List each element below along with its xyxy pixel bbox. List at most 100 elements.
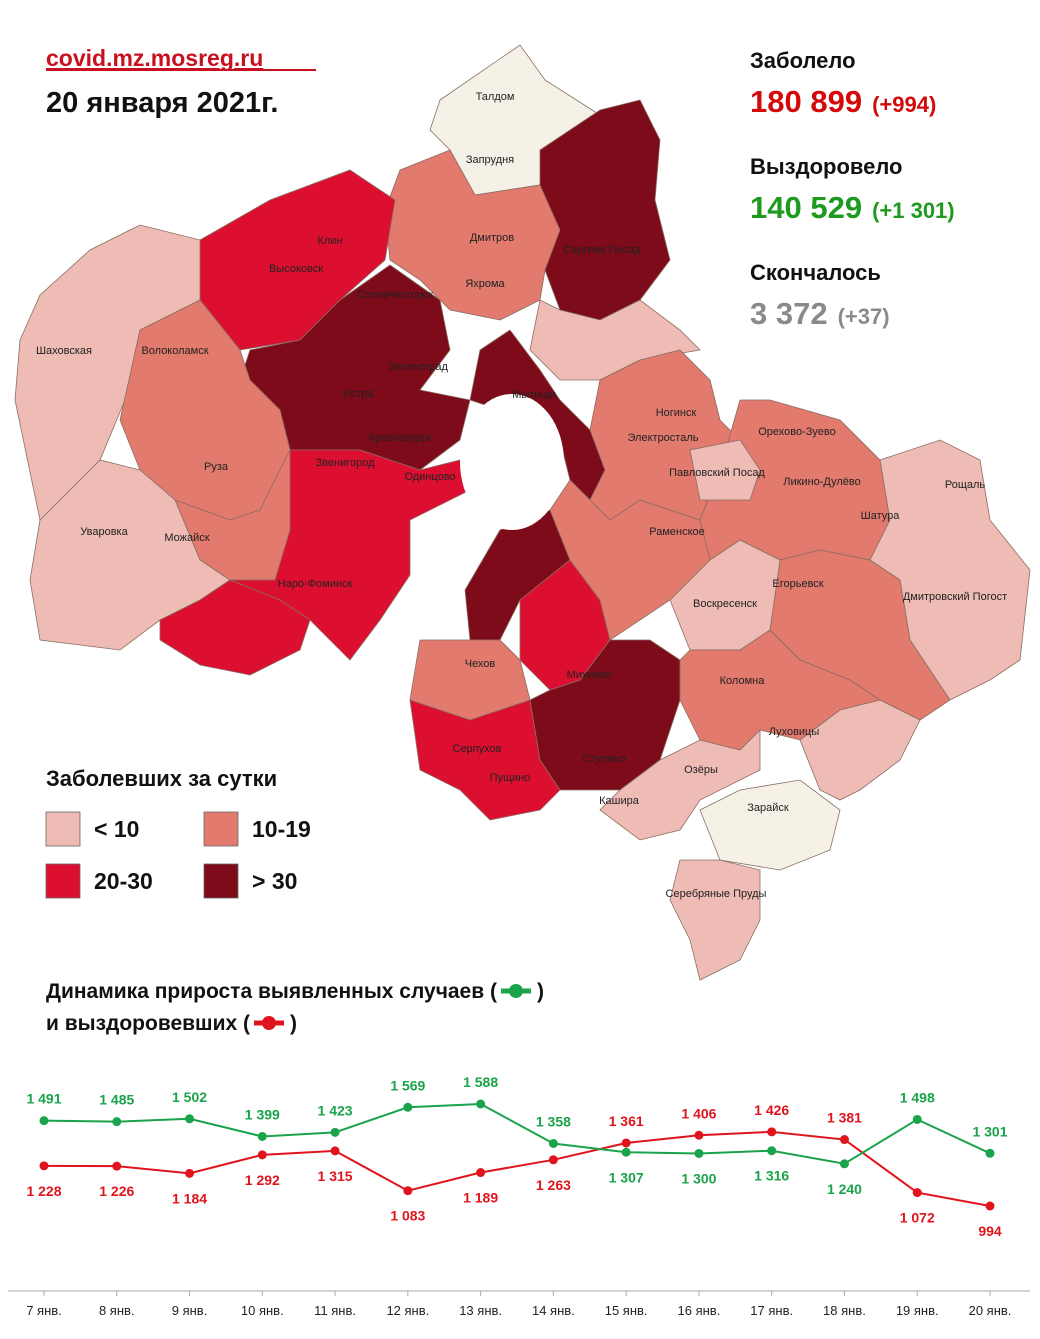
- city-label: Зарайск: [747, 802, 789, 814]
- x-tick-label: 15 янв.: [605, 1303, 648, 1318]
- data-point: [694, 1130, 704, 1140]
- city-label: Руза: [204, 461, 229, 473]
- data-label: 1 406: [681, 1105, 716, 1121]
- chart-title-part: ): [290, 1012, 297, 1035]
- data-point: [330, 1146, 340, 1156]
- chart-title-part: ): [537, 980, 544, 1003]
- city-label: Воскресенск: [693, 598, 757, 610]
- city-label: Зеленоград: [388, 361, 448, 373]
- chart-title: и выздоровевших (): [46, 1012, 297, 1035]
- region: [229, 449, 471, 661]
- city-label: Дмитров: [470, 232, 514, 244]
- data-label: 1 226: [99, 1183, 134, 1199]
- data-point: [39, 1161, 49, 1171]
- city-label: Красногорск: [369, 432, 432, 444]
- data-point: [767, 1146, 777, 1156]
- data-point: [476, 1099, 486, 1109]
- line-chart: Динамика прироста выявленных случаев () и…: [8, 980, 1030, 1318]
- stat-delta: (+1 301): [872, 198, 955, 223]
- data-point: [839, 1135, 849, 1145]
- legend-icon-dot: [261, 1016, 276, 1030]
- stats: Заболело 180 899 (+994) Выздоровело 140 529 (…: [750, 48, 955, 331]
- region: [799, 699, 921, 801]
- city-label: Кашира: [599, 795, 640, 807]
- stat-delta: (+37): [838, 304, 890, 329]
- data-label: 1 263: [536, 1177, 571, 1193]
- stat-label: Заболело: [750, 48, 856, 73]
- region: [159, 579, 311, 676]
- data-label: 1 189: [463, 1190, 498, 1206]
- city-label: Ногинск: [656, 407, 697, 419]
- date: 20 января 2021г.: [46, 87, 278, 119]
- data-point: [257, 1131, 267, 1141]
- data-point: [621, 1147, 631, 1157]
- data-label: 1 498: [900, 1089, 935, 1105]
- data-point: [39, 1116, 49, 1126]
- region: [529, 299, 701, 381]
- data-point: [330, 1127, 340, 1137]
- stat-label: Выздоровело: [750, 154, 903, 179]
- stat-number: 3 372: [750, 296, 828, 331]
- data-label: 1 240: [827, 1181, 862, 1197]
- data-label: 1 399: [245, 1106, 280, 1122]
- city-label: Павловский Посад: [669, 467, 765, 479]
- city-label: Шаховская: [36, 345, 92, 357]
- data-point: [985, 1148, 995, 1158]
- x-tick-label: 14 янв.: [532, 1303, 575, 1318]
- city-label: Электросталь: [628, 432, 699, 444]
- data-point: [548, 1138, 558, 1148]
- data-label: 1 184: [172, 1190, 207, 1206]
- data-label: 994: [978, 1223, 1002, 1239]
- data-point: [257, 1150, 267, 1160]
- city-label: Ступино: [583, 753, 626, 765]
- x-tick-label: 11 янв.: [314, 1303, 356, 1318]
- city-label: Истра: [343, 388, 375, 400]
- x-tick-label: 20 янв.: [969, 1303, 1012, 1318]
- city-label: Пущино: [490, 772, 531, 784]
- x-tick-label: 19 янв.: [896, 1303, 939, 1318]
- x-tick-label: 18 янв.: [823, 1303, 866, 1318]
- city-label: Чехов: [465, 658, 496, 670]
- data-label: 1 502: [172, 1089, 207, 1105]
- city-label: Яхрома: [465, 278, 505, 290]
- data-label: 1 423: [318, 1102, 353, 1118]
- city-label: Мытищи: [512, 389, 555, 401]
- data-label: 1 361: [609, 1113, 644, 1129]
- region: [669, 859, 761, 981]
- chart-title-part: и выздоровевших (: [46, 1012, 250, 1035]
- legend-swatch: [45, 811, 81, 847]
- x-tick-label: 10 янв.: [241, 1303, 284, 1318]
- legend-swatch: [203, 863, 239, 899]
- city-label: Наро-Фоминск: [278, 578, 353, 590]
- data-point: [912, 1188, 922, 1198]
- legend-label: > 30: [252, 868, 297, 894]
- city-label: Луховицы: [769, 726, 820, 738]
- x-tick-label: 9 янв.: [172, 1303, 208, 1318]
- city-label: Одинцово: [404, 471, 455, 483]
- legend-icon-dot: [508, 984, 523, 998]
- data-label: 1 491: [26, 1091, 61, 1107]
- city-label: Высоковск: [269, 263, 323, 275]
- chart-title: Динамика прироста выявленных случаев (): [46, 980, 544, 1003]
- region: [689, 439, 761, 501]
- data-point: [112, 1161, 122, 1171]
- x-tick-label: 17 янв.: [750, 1303, 793, 1318]
- data-label: 1 358: [536, 1113, 571, 1129]
- x-tick-label: 16 янв.: [678, 1303, 721, 1318]
- city-label: Ликино-Дулёво: [783, 476, 861, 488]
- data-point: [912, 1114, 922, 1124]
- city-label: Клин: [317, 235, 342, 247]
- stat-number: 140 529: [750, 190, 862, 225]
- city-label: Запрудня: [466, 154, 514, 166]
- city-label: Орехово-Зуево: [758, 426, 836, 438]
- data-label: 1 307: [609, 1169, 644, 1185]
- data-label: 1 316: [754, 1168, 789, 1184]
- data-point: [185, 1168, 195, 1178]
- data-point: [476, 1168, 486, 1178]
- legend-label: 20-30: [94, 868, 153, 894]
- city-label: Сергиев Посад: [563, 244, 641, 256]
- city-label: Коломна: [720, 675, 766, 687]
- data-label: 1 569: [390, 1077, 425, 1093]
- city-label: Егорьевск: [772, 578, 823, 590]
